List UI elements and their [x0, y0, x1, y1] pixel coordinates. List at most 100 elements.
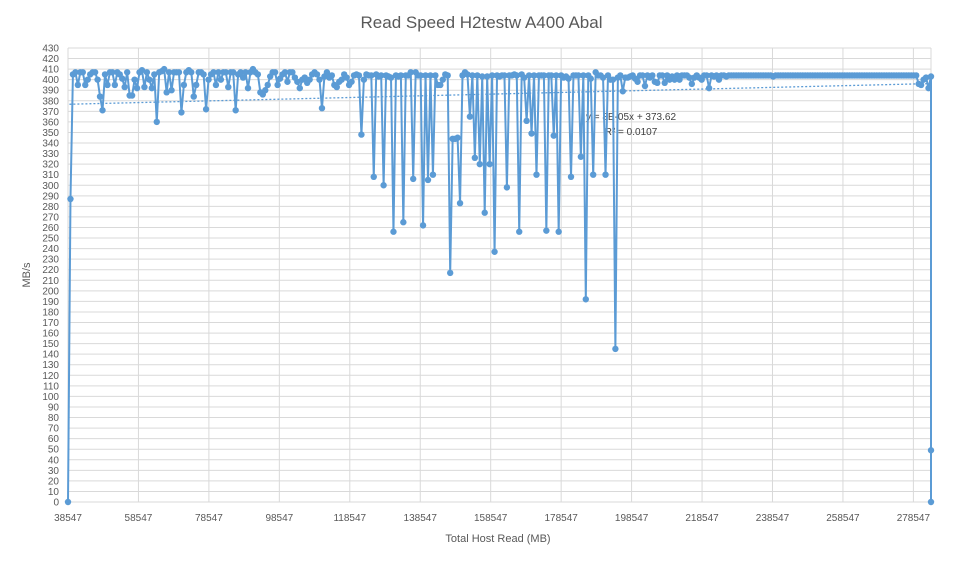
- data-point: [483, 73, 491, 80]
- data-point: [175, 69, 183, 76]
- data-point: [543, 227, 550, 234]
- y-tick-label: 220: [42, 265, 59, 276]
- data-point: [94, 76, 101, 83]
- y-tick-label: 390: [42, 86, 59, 97]
- x-tick-label: 58547: [125, 513, 153, 524]
- data-point: [323, 69, 331, 76]
- data-point: [617, 72, 624, 79]
- data-point: [210, 69, 217, 76]
- data-point: [567, 173, 575, 181]
- data-point: [397, 72, 405, 79]
- data-point: [927, 73, 935, 80]
- data-point: [188, 69, 195, 76]
- data-point: [360, 76, 368, 83]
- data-point: [577, 153, 585, 160]
- data-point: [479, 73, 486, 80]
- data-point: [225, 83, 232, 91]
- data-point: [387, 74, 395, 81]
- data-point: [146, 76, 153, 83]
- data-point: [390, 228, 397, 235]
- data-point: [476, 160, 483, 168]
- data-point: [212, 81, 220, 89]
- data-point: [119, 75, 126, 82]
- data-point: [590, 171, 597, 178]
- data-point: [318, 104, 326, 112]
- y-tick-label: 100: [42, 392, 59, 403]
- x-tick-label: 38547: [54, 513, 82, 524]
- y-tick-label: 300: [42, 181, 59, 192]
- data-point: [575, 72, 582, 79]
- data-point: [178, 109, 185, 116]
- data-point: [491, 248, 498, 255]
- y-tick-label: 110: [43, 381, 59, 392]
- y-tick-label: 420: [42, 54, 59, 65]
- y-tick-label: 290: [42, 191, 59, 202]
- data-point: [565, 75, 572, 82]
- chart-title: Read Speed H2testw A400 Abal: [361, 13, 603, 32]
- y-tick-label: 230: [42, 255, 59, 266]
- data-point: [133, 84, 141, 92]
- data-point: [281, 69, 289, 76]
- y-axis-ticks: 0102030405060708090100110120130140150160…: [42, 44, 59, 509]
- y-tick-label: 150: [42, 339, 59, 350]
- x-tick-label: 198547: [615, 513, 649, 524]
- y-tick-label: 70: [48, 424, 60, 435]
- data-point: [533, 171, 540, 178]
- trendline-label: y = 8E-05x + 373.62 R² = 0.0107: [586, 112, 677, 138]
- data-point: [927, 447, 935, 454]
- data-point: [422, 72, 429, 79]
- y-tick-label: 140: [42, 350, 59, 361]
- series-line: [67, 68, 932, 503]
- data-point: [64, 498, 72, 506]
- data-point: [67, 195, 74, 203]
- data-point: [654, 79, 661, 87]
- y-tick-label: 40: [48, 455, 60, 466]
- data-point: [242, 69, 249, 76]
- data-point: [101, 71, 109, 78]
- y-tick-label: 330: [42, 149, 59, 160]
- data-point: [121, 83, 128, 91]
- data-point: [237, 69, 244, 76]
- data-point: [148, 84, 156, 92]
- data-point: [432, 72, 439, 79]
- data-point: [469, 72, 476, 79]
- data-point: [550, 132, 557, 139]
- data-point: [79, 69, 86, 76]
- data-point: [486, 160, 493, 168]
- data-point: [429, 171, 437, 178]
- data-point: [200, 71, 207, 78]
- y-tick-label: 80: [48, 413, 60, 424]
- data-point: [686, 74, 693, 81]
- data-point: [380, 182, 387, 189]
- x-tick-label: 158547: [474, 513, 508, 524]
- data-point: [464, 71, 471, 78]
- data-point: [553, 72, 560, 79]
- data-point: [446, 269, 454, 277]
- y-tick-label: 0: [53, 498, 59, 509]
- data-point: [338, 76, 345, 83]
- data-point: [274, 81, 281, 89]
- data-point: [301, 74, 308, 81]
- data-point: [82, 81, 89, 89]
- y-tick-label: 250: [42, 234, 59, 245]
- data-point: [501, 72, 508, 79]
- data-point: [180, 81, 188, 89]
- data-point: [444, 72, 451, 79]
- data-point: [528, 130, 535, 137]
- data-point: [555, 228, 562, 235]
- x-axis-title: Total Host Read (MB): [445, 533, 550, 545]
- data-point: [649, 72, 656, 79]
- y-tick-label: 200: [42, 286, 59, 297]
- data-point: [659, 72, 666, 79]
- data-point: [913, 72, 920, 79]
- data-point: [151, 71, 158, 78]
- y-tick-label: 10: [48, 487, 60, 498]
- data-point: [96, 93, 104, 100]
- x-tick-label: 138547: [404, 513, 438, 524]
- data-point: [927, 498, 935, 506]
- data-point: [343, 74, 350, 81]
- data-point: [530, 72, 538, 79]
- data-point: [481, 209, 488, 216]
- y-tick-label: 120: [42, 371, 59, 382]
